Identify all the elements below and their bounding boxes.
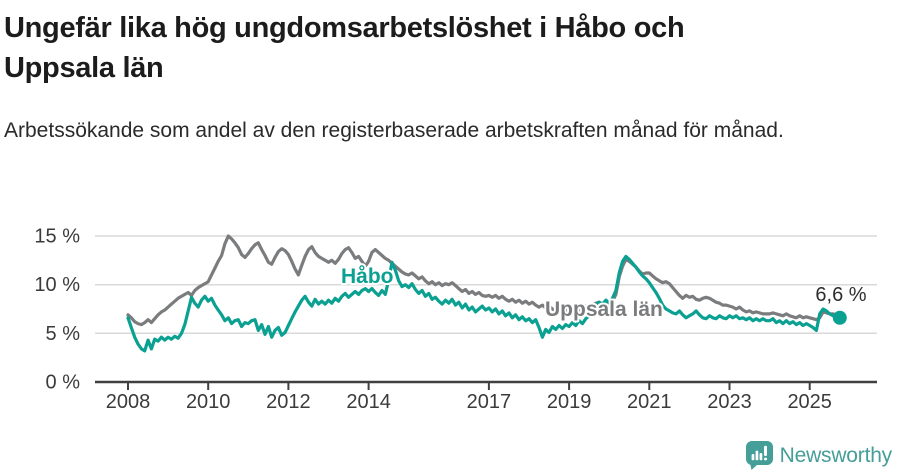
unemployment-line-chart: 0 % 5 % 10 % 15 % 2008 2010 2012 2014 2017 2019 20… xyxy=(34,226,877,413)
series-label-habo: Håbo xyxy=(341,265,394,288)
brand-name: Newsworthy xyxy=(779,443,893,467)
habo-line-series xyxy=(126,254,842,353)
x-axis-tick-label: 2017 xyxy=(467,391,512,413)
x-axis-tick-label: 2023 xyxy=(707,391,752,413)
page-title: Ungefär lika hög ungdomsarbetslöshet i H… xyxy=(4,12,685,85)
y-axis-tick-label: 0 % xyxy=(46,372,81,394)
y-axis-tick-label: 10 % xyxy=(34,274,80,296)
chart-header: Ungefär lika hög ungdomsarbetslöshet i H… xyxy=(0,0,900,148)
y-axis-tick-label: 5 % xyxy=(46,323,81,345)
latest-value-dot xyxy=(832,310,847,325)
x-axis-tick-label: 2012 xyxy=(266,391,311,413)
x-axis-tick-label: 2019 xyxy=(547,391,592,413)
chart-area: 0 % 5 % 10 % 15 % 2008 2010 2012 2014 2017 2019 20… xyxy=(0,198,900,438)
y-axis-tick-label: 15 % xyxy=(34,226,80,248)
newsworthy-bubble-barchart-icon xyxy=(745,441,773,470)
chart-inline-labels: Håbo Uppsala län 6,6 % xyxy=(339,263,867,323)
x-axis-tick-label: 2008 xyxy=(106,391,151,413)
chart-generated-layer: 0 % 5 % 10 % 15 % 2008 2010 2012 2014 2017 2019 20… xyxy=(34,226,877,413)
newsworthy-logo: Newsworthy xyxy=(745,441,893,470)
uppsala-line-series xyxy=(126,234,842,327)
x-axis-tick-label: 2010 xyxy=(186,391,231,413)
series-label-uppsala: Uppsala län xyxy=(545,298,663,321)
x-axis-tick-label: 2014 xyxy=(346,391,391,413)
x-axis-tick-label: 2021 xyxy=(627,391,672,413)
x-axis-tick-label: 2025 xyxy=(787,391,832,413)
latest-value-annotation: 6,6 % xyxy=(815,284,866,306)
chart-subtitle: Arbetssökande som andel av den registerb… xyxy=(4,119,784,143)
